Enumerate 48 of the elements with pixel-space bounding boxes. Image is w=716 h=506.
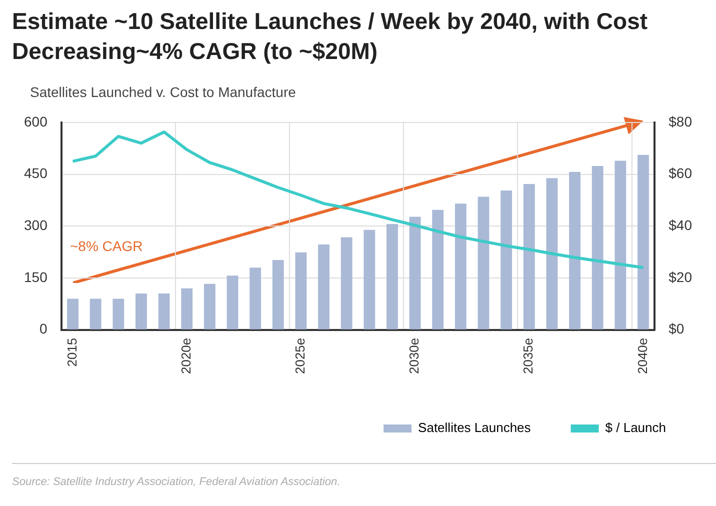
y-tick-label: 300 xyxy=(24,216,48,233)
bar xyxy=(318,244,330,330)
x-tick-label: 2015 xyxy=(64,338,80,367)
x-tick-label: 2035e xyxy=(520,338,536,374)
y2-tick-label: $0 xyxy=(668,320,684,337)
y-tick-label: 0 xyxy=(40,320,48,337)
legend-label: $ / Launch xyxy=(605,420,666,436)
y2-tick-label: $80 xyxy=(668,113,692,130)
bar xyxy=(500,190,512,330)
bar xyxy=(295,252,307,330)
y2-tick-label: $60 xyxy=(668,165,692,182)
bar xyxy=(592,166,604,330)
bar xyxy=(454,204,466,330)
legend-label: Satellites Launches xyxy=(418,420,532,436)
bar xyxy=(136,294,147,330)
y-tick-label: 450 xyxy=(24,165,48,182)
bar xyxy=(250,268,262,330)
bar xyxy=(546,178,558,330)
bar xyxy=(409,216,421,330)
bar xyxy=(112,298,124,330)
chart-subtitle: Satellites Launched v. Cost to Manufacture xyxy=(30,84,296,100)
bar xyxy=(67,298,78,330)
bar xyxy=(432,210,444,330)
bar xyxy=(204,284,216,330)
bar xyxy=(386,224,398,330)
x-tick-label: 2030e xyxy=(406,338,422,374)
bar xyxy=(226,276,238,330)
bar xyxy=(181,288,193,330)
bar xyxy=(340,237,352,330)
bar xyxy=(364,230,376,330)
bar xyxy=(569,172,580,330)
bar xyxy=(523,184,535,330)
bar xyxy=(90,298,102,330)
annotation: ~8% CAGR xyxy=(70,238,143,254)
y-tick-label: 150 xyxy=(24,268,48,285)
bar xyxy=(158,294,170,330)
x-tick-label: 2020e xyxy=(178,338,194,374)
bar xyxy=(614,160,626,330)
y-tick-label: 600 xyxy=(24,113,48,130)
chart-title: Estimate ~10 Satellite Launches / Week by 2040, with Cost Decreasing~4% CAGR (to ~$20M) xyxy=(12,7,649,66)
bar xyxy=(272,260,284,330)
x-tick-label: 2025e xyxy=(292,338,308,374)
bar xyxy=(478,196,490,330)
y2-tick-label: $40 xyxy=(668,216,692,233)
source-note: Source: Satellite Industry Association, Federal Aviation Association. xyxy=(12,476,340,488)
bar xyxy=(638,154,649,330)
x-tick-label: 2040e xyxy=(634,338,650,374)
y2-tick-label: $20 xyxy=(668,268,692,285)
